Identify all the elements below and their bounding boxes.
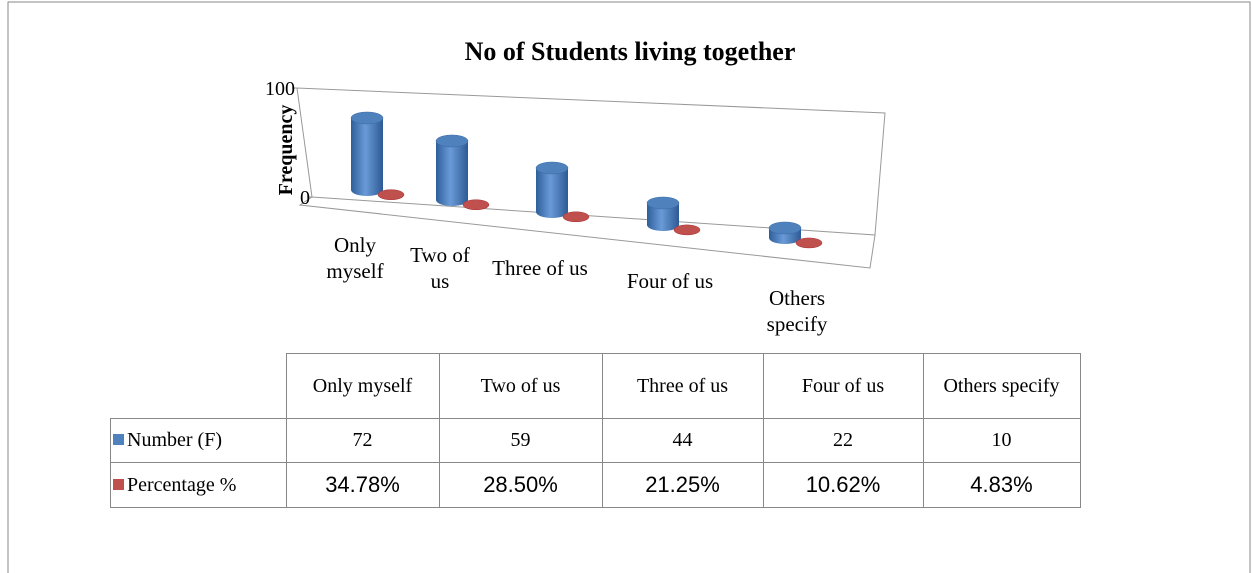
table-value: 59 [438, 418, 603, 463]
chart-title: No of Students living together [465, 37, 796, 66]
bar [436, 141, 468, 206]
table-value: 22 [762, 418, 924, 463]
bar-top [646, 196, 680, 210]
legend-label: Percentage % [127, 473, 237, 496]
table-value: 10 [922, 418, 1081, 463]
bar [647, 203, 679, 231]
x-tick-label: Others specify [766, 286, 828, 336]
table-value: 72 [285, 418, 440, 463]
row-header: Percentage % [110, 462, 287, 508]
bar-top [795, 237, 823, 249]
column-header: Others specify [922, 353, 1081, 419]
bar-top [350, 111, 384, 125]
column-header: Three of us [601, 353, 764, 419]
x-tick-label: Only myself [326, 233, 384, 283]
x-tick-label: Four of us [626, 269, 714, 293]
table-value: 10.62% [762, 462, 924, 508]
y-axis-label: Frequency [275, 105, 297, 196]
bar-top [435, 134, 469, 148]
bar-top [673, 224, 701, 236]
data-table: Only myself Two of us Three of us Four o… [110, 353, 1081, 508]
chart-frame [7, 1, 1251, 573]
table-value: 4.83% [922, 462, 1081, 508]
bar [536, 168, 568, 218]
legend-label: Number (F) [127, 429, 222, 451]
column-header: Only myself [285, 353, 440, 419]
column-header: Two of us [438, 353, 603, 419]
bar-top [377, 189, 405, 200]
legend-key [113, 478, 124, 490]
bar [351, 118, 383, 196]
y-tick-label: 100 [265, 78, 295, 100]
y-tick-label: 0 [300, 187, 310, 209]
x-tick-label: Three of us [492, 256, 588, 280]
table-value: 21.25% [601, 462, 764, 508]
empty-cell [111, 354, 287, 419]
bar-top [562, 211, 590, 223]
column-header: Four of us [762, 353, 924, 419]
table-value: 34.78% [285, 462, 440, 508]
bar-top [768, 221, 802, 235]
bar-top [462, 199, 490, 210]
x-tick-label: Two of us [410, 243, 470, 293]
plot-walls [296, 87, 886, 269]
table-value: 44 [601, 418, 764, 463]
row-header: Number (F) [110, 418, 287, 463]
table-value: 28.50% [438, 462, 603, 508]
bar-top [535, 161, 569, 175]
legend-key [113, 434, 124, 445]
